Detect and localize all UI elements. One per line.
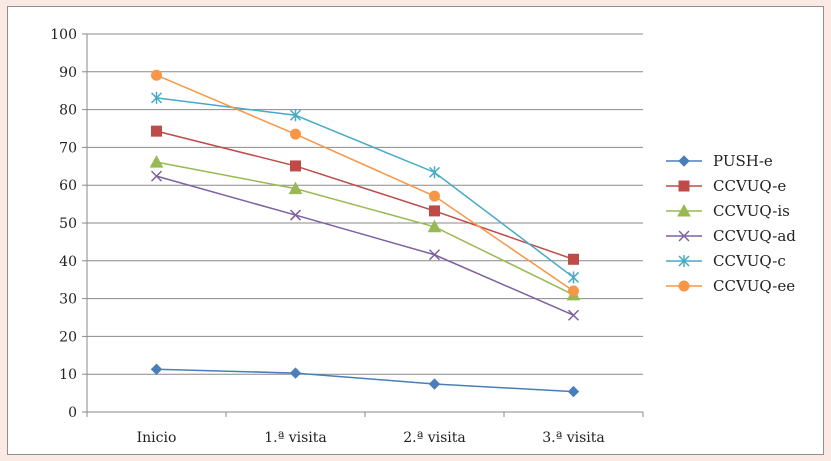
marker-stroke — [678, 230, 690, 242]
series-line — [156, 161, 574, 296]
data-point — [151, 125, 162, 137]
series-ccvuq-ad — [150, 170, 580, 321]
data-point — [429, 205, 440, 217]
series-lines — [149, 69, 581, 398]
data-point — [289, 367, 302, 379]
y-tick-label: 60 — [59, 178, 77, 194]
x-tick-label: Inicio — [137, 430, 177, 446]
y-tick-label: 0 — [68, 405, 77, 421]
legend-item: CCVUQ-c — [666, 252, 786, 270]
x-tick-label: 3.ª visita — [542, 430, 604, 446]
series-line — [156, 130, 574, 260]
data-point — [567, 309, 580, 321]
data-point — [149, 155, 164, 168]
data-point — [568, 285, 579, 297]
legend-marker — [678, 180, 690, 192]
data-point — [567, 271, 580, 284]
x-tick-label: 2.ª visita — [403, 430, 465, 446]
data-point — [428, 166, 441, 179]
series-line — [156, 97, 574, 279]
data-point — [289, 209, 302, 221]
data-point — [151, 69, 162, 81]
y-tick-label: 80 — [59, 103, 77, 119]
data-point — [568, 253, 579, 265]
data-point — [428, 378, 441, 390]
data-point — [429, 190, 440, 202]
legend-label: CCVUQ-ad — [713, 227, 796, 245]
legend-label: PUSH-e — [713, 152, 773, 170]
y-tick-label: 10 — [59, 367, 77, 383]
data-point — [150, 363, 163, 375]
series-push-e — [150, 363, 580, 398]
data-point — [427, 219, 442, 233]
legend-label: CCVUQ-e — [713, 177, 786, 195]
y-tick-label: 40 — [59, 254, 77, 270]
legend-marker — [677, 203, 691, 217]
data-point — [150, 91, 163, 104]
legend-item: CCVUQ-e — [666, 177, 786, 195]
y-tick-label: 70 — [59, 140, 77, 156]
legend-marker — [678, 280, 690, 292]
y-tick-label: 50 — [59, 216, 77, 232]
y-tick-label: 20 — [59, 329, 77, 345]
data-point — [567, 385, 580, 398]
series-ccvuq-ee — [151, 69, 579, 297]
legend-marker — [678, 155, 690, 167]
data-point — [290, 128, 301, 140]
data-point — [428, 249, 441, 261]
legend-label: CCVUQ-c — [713, 252, 786, 270]
series-ccvuq-c — [150, 91, 580, 284]
legend: PUSH-e CCVUQ-e CCVUQ-is CCVUQ-ad CCVUQ-c CCVU… — [666, 152, 796, 295]
marker-stroke — [150, 170, 163, 182]
series-line — [156, 175, 574, 316]
series-line — [156, 74, 574, 292]
y-tick-label: 30 — [59, 292, 77, 308]
line-chart: 0 10 20 30 40 50 60 70 80 90 100 Inicio 1.ª visita 2… — [50, 27, 796, 446]
legend-item: CCVUQ-ad — [666, 227, 796, 245]
legend-item: CCVUQ-is — [666, 202, 790, 220]
y-axis-ticks: 0 10 20 30 40 50 60 70 80 90 100 — [50, 27, 77, 421]
marker-stroke — [428, 249, 441, 261]
y-tick-label: 100 — [50, 27, 77, 43]
y-tick-label: 90 — [59, 65, 77, 81]
data-point — [288, 181, 303, 195]
marker-stroke — [567, 309, 580, 321]
data-point — [289, 109, 302, 122]
series-ccvuq-e — [151, 125, 579, 265]
series-ccvuq-is — [149, 155, 581, 301]
data-point — [150, 170, 163, 182]
legend-marker — [678, 255, 690, 267]
legend-item: PUSH-e — [666, 152, 773, 170]
chart-frame: 0 10 20 30 40 50 60 70 80 90 100 Inicio 1.ª visita 2… — [7, 6, 824, 455]
data-point — [290, 160, 301, 172]
legend-item: CCVUQ-ee — [666, 277, 795, 295]
marker-stroke — [289, 209, 302, 221]
x-tick-label: 1.ª visita — [264, 430, 326, 446]
series-line — [156, 368, 574, 393]
legend-label: CCVUQ-is — [713, 202, 790, 220]
axes — [82, 33, 644, 417]
gridlines — [87, 33, 643, 375]
legend-label: CCVUQ-ee — [713, 277, 795, 295]
x-axis-ticks: Inicio 1.ª visita 2.ª visita 3.ª visita — [137, 430, 605, 446]
legend-marker — [678, 230, 690, 242]
